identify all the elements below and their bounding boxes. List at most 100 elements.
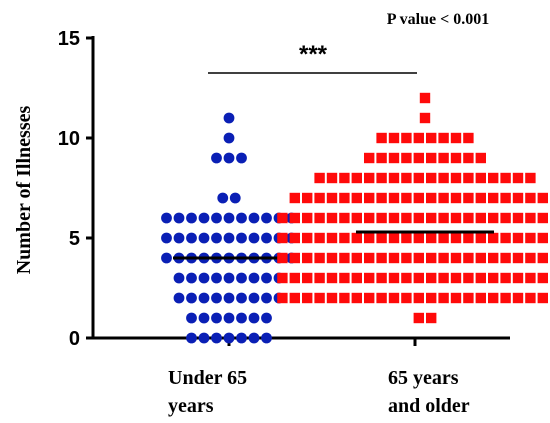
data-point-square	[450, 132, 462, 144]
data-point-square	[426, 152, 437, 164]
data-point-square	[537, 252, 548, 264]
data-point-square	[401, 152, 412, 164]
data-point-square	[438, 212, 449, 224]
data-point-square	[339, 232, 350, 244]
data-point-square	[339, 192, 350, 204]
data-point-square	[419, 92, 431, 104]
data-point-square	[401, 232, 412, 244]
data-point-square	[525, 172, 536, 184]
data-point-square	[438, 132, 449, 144]
data-point-square	[413, 292, 424, 304]
data-point-square	[326, 252, 338, 264]
data-point-square	[537, 232, 548, 244]
data-point-circle	[236, 212, 247, 224]
data-point-square	[388, 192, 400, 204]
data-point-square	[401, 212, 412, 224]
data-point-square	[314, 292, 325, 304]
data-point-square	[388, 212, 400, 224]
data-point-square	[351, 212, 362, 224]
data-point-circle	[161, 212, 172, 224]
data-point-circle	[198, 232, 210, 244]
y-tick-label: 0	[69, 328, 80, 350]
data-point-circle	[261, 212, 272, 224]
data-point-circle	[198, 292, 210, 304]
data-point-square	[289, 292, 300, 304]
data-point-square	[500, 292, 511, 304]
data-point-circle	[223, 272, 235, 284]
data-point-square	[314, 172, 325, 184]
data-point-square	[376, 272, 387, 284]
data-point-square	[463, 132, 474, 144]
data-point-square	[302, 192, 313, 204]
data-point-square	[512, 172, 524, 184]
data-point-square	[450, 232, 462, 244]
data-point-square	[512, 292, 524, 304]
data-point-square	[339, 212, 350, 224]
data-point-square	[438, 152, 449, 164]
data-point-square	[488, 252, 499, 264]
x-category-label-line: 65 years	[388, 367, 459, 389]
data-point-circle	[248, 232, 260, 244]
data-point-square	[289, 232, 300, 244]
data-point-circle	[211, 272, 222, 284]
data-point-square	[277, 232, 288, 244]
data-point-square	[401, 252, 412, 264]
data-point-square	[475, 252, 486, 264]
data-point-circle	[248, 212, 260, 224]
y-axis-label: Number of Illnesses	[13, 106, 35, 275]
data-point-square	[450, 172, 462, 184]
data-point-square	[488, 272, 499, 284]
data-point-square	[401, 192, 412, 204]
data-point-square	[277, 272, 288, 284]
data-point-circle	[186, 332, 197, 344]
data-point-square	[537, 292, 548, 304]
data-point-square	[364, 172, 375, 184]
data-point-square	[401, 292, 412, 304]
data-point-square	[277, 212, 288, 224]
data-point-square	[364, 292, 375, 304]
data-point-square	[388, 232, 400, 244]
data-point-square	[450, 192, 462, 204]
data-point-circle	[198, 212, 210, 224]
data-point-square	[289, 252, 300, 264]
data-point-square	[426, 312, 437, 324]
data-point-square	[475, 172, 486, 184]
data-marks	[161, 92, 548, 344]
x-category-label-line: years	[168, 395, 214, 417]
data-point-square	[376, 292, 387, 304]
data-point-square	[413, 212, 424, 224]
data-point-circle	[186, 292, 197, 304]
data-point-square	[302, 292, 313, 304]
data-point-square	[438, 292, 449, 304]
data-point-square	[525, 252, 536, 264]
data-point-square	[364, 232, 375, 244]
data-point-square	[413, 152, 424, 164]
data-point-square	[314, 272, 325, 284]
data-point-square	[376, 192, 387, 204]
data-point-square	[388, 132, 400, 144]
data-point-square	[500, 232, 511, 244]
data-point-circle	[211, 232, 222, 244]
data-point-square	[525, 192, 536, 204]
data-point-square	[314, 232, 325, 244]
data-point-square	[376, 152, 387, 164]
data-point-square	[364, 212, 375, 224]
data-point-square	[475, 192, 486, 204]
data-point-circle	[261, 272, 272, 284]
data-point-square	[351, 172, 362, 184]
data-point-square	[512, 232, 524, 244]
data-point-square	[314, 212, 325, 224]
data-point-square	[351, 252, 362, 264]
data-point-square	[463, 292, 474, 304]
p-value-annotation: P value < 0.001	[387, 11, 489, 28]
data-point-square	[426, 252, 437, 264]
data-point-circle	[186, 232, 197, 244]
data-point-square	[326, 232, 338, 244]
data-point-circle	[261, 232, 272, 244]
data-point-square	[401, 172, 412, 184]
data-point-square	[500, 212, 511, 224]
significance-marker: ***	[299, 41, 328, 68]
data-point-square	[525, 272, 536, 284]
data-point-square	[413, 192, 424, 204]
